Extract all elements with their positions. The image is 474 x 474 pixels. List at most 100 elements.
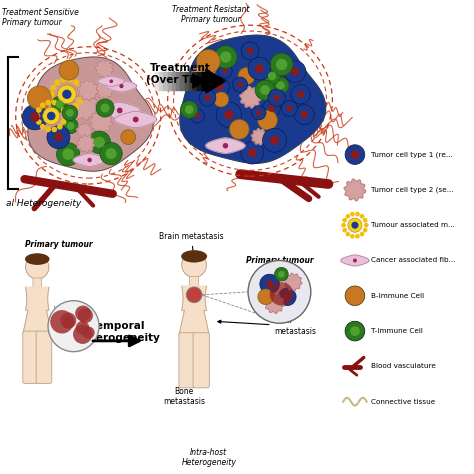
Circle shape [96,99,114,117]
Circle shape [274,267,288,281]
Ellipse shape [36,119,42,125]
Text: Tumor cell type 1 (re...: Tumor cell type 1 (re... [371,151,452,158]
Circle shape [62,148,74,160]
Circle shape [55,100,64,108]
Circle shape [350,150,359,159]
Text: Tumor cell type 2 (se...: Tumor cell type 2 (se... [371,187,453,193]
Ellipse shape [52,127,57,132]
Circle shape [276,81,285,90]
Polygon shape [284,273,302,291]
Circle shape [204,95,210,101]
Polygon shape [71,92,99,120]
Text: Blood vasculature: Blood vasculature [371,364,436,369]
Text: Primary tumour: Primary tumour [25,240,92,249]
Ellipse shape [40,102,46,108]
Circle shape [273,94,280,101]
FancyBboxPatch shape [190,276,199,287]
Polygon shape [206,69,226,93]
Circle shape [229,119,249,139]
Circle shape [88,131,110,154]
Ellipse shape [350,212,355,217]
Circle shape [270,136,279,145]
Circle shape [238,67,255,84]
Circle shape [260,85,270,95]
Circle shape [121,130,136,145]
Text: Treatment
(Over Time): Treatment (Over Time) [146,64,215,85]
Ellipse shape [57,124,63,129]
Ellipse shape [50,85,56,91]
Polygon shape [106,80,137,92]
Text: B-Immune Cell: B-Immune Cell [371,293,424,299]
Text: Brain metastasis: Brain metastasis [159,232,224,255]
Ellipse shape [350,234,355,238]
Polygon shape [115,111,157,128]
Circle shape [26,255,49,279]
Ellipse shape [25,253,49,265]
Circle shape [246,47,254,54]
Circle shape [260,274,280,294]
Circle shape [63,118,78,134]
Circle shape [119,84,124,88]
Circle shape [345,321,365,341]
Circle shape [30,112,40,122]
Polygon shape [99,102,140,118]
Text: Treatment Resistant
Primary tumour: Treatment Resistant Primary tumour [172,5,249,24]
Circle shape [284,293,291,300]
Polygon shape [180,35,326,163]
Ellipse shape [355,212,360,217]
Circle shape [66,109,74,117]
Circle shape [345,286,365,306]
Circle shape [222,68,228,73]
Ellipse shape [60,76,67,82]
Circle shape [252,106,266,120]
Ellipse shape [46,127,51,132]
Circle shape [286,106,292,111]
Circle shape [291,67,299,76]
Ellipse shape [62,113,68,119]
Circle shape [348,218,362,232]
Text: Bone
metastasis: Bone metastasis [164,369,205,406]
Circle shape [50,310,73,334]
Ellipse shape [363,218,367,223]
Circle shape [272,77,289,94]
Circle shape [214,46,237,68]
Ellipse shape [360,232,365,237]
Circle shape [291,85,310,104]
Circle shape [345,145,365,164]
Ellipse shape [36,107,42,113]
Circle shape [93,137,105,148]
Ellipse shape [67,76,73,82]
Circle shape [353,258,357,263]
Polygon shape [189,63,216,90]
Circle shape [258,289,273,305]
Text: Treatment Sensitive
Primary tumour: Treatment Sensitive Primary tumour [2,8,79,27]
Ellipse shape [364,223,369,228]
Circle shape [237,82,243,87]
Circle shape [263,100,280,118]
Polygon shape [95,80,114,99]
Circle shape [255,64,264,73]
FancyBboxPatch shape [36,331,52,383]
Circle shape [294,105,314,125]
Circle shape [263,128,287,152]
Circle shape [78,308,93,323]
Circle shape [67,122,74,130]
Ellipse shape [61,119,66,125]
Circle shape [270,282,293,306]
Ellipse shape [73,103,79,109]
Ellipse shape [79,91,85,97]
Polygon shape [98,76,125,86]
Ellipse shape [341,223,346,228]
Ellipse shape [55,79,61,86]
Circle shape [62,105,78,121]
Ellipse shape [52,100,57,105]
Circle shape [268,89,285,106]
Polygon shape [77,135,95,153]
Circle shape [199,90,216,106]
Circle shape [54,133,63,142]
Circle shape [248,261,311,323]
Ellipse shape [50,98,56,104]
Polygon shape [77,80,99,101]
Circle shape [181,101,198,118]
Polygon shape [341,255,369,266]
